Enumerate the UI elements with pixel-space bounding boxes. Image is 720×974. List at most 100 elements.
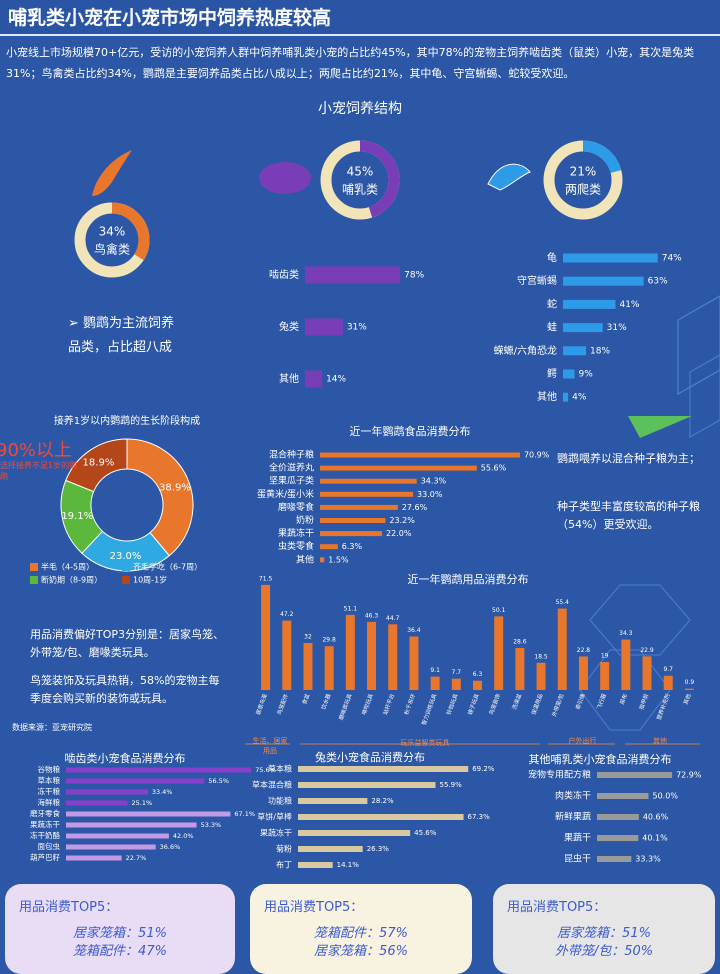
- value-label: 74%: [662, 254, 682, 264]
- bar: [324, 646, 334, 690]
- value-label: 14%: [326, 375, 346, 385]
- card-title: 用品消费TOP5：: [507, 900, 607, 915]
- category-label: 其他: [296, 553, 314, 565]
- bar: [298, 862, 333, 868]
- value-label: 33.3%: [635, 855, 661, 864]
- parrot-note: ➢ 鹦鹉为主流饲养品类，占比超八成: [68, 316, 175, 355]
- category-label: 混合种子粮: [269, 449, 314, 461]
- value-label: 22.7%: [126, 854, 147, 862]
- section-title: 小宠饲养结构: [318, 101, 402, 117]
- value-label: 78%: [404, 271, 424, 281]
- bar: [578, 656, 588, 690]
- bar: [388, 624, 398, 690]
- value-label: 42.0%: [173, 832, 194, 840]
- supplies-note: 鸟笼装饰及玩具热销，58%的宠物主每季度会购买新的装饰或玩具。: [30, 674, 220, 705]
- chart-title: 啮齿类小宠食品消费分布: [65, 751, 186, 765]
- bar: [563, 392, 569, 402]
- category-label: 海鲜粮: [38, 797, 61, 807]
- bar: [563, 253, 658, 263]
- value-label: 19: [601, 653, 609, 660]
- pie-segment: [126, 438, 194, 557]
- category-label: 果蔬冻干: [260, 828, 292, 838]
- category-label: 布丁: [276, 860, 292, 870]
- bar: [473, 680, 482, 690]
- decoration: [628, 416, 692, 438]
- highlight-headline: 90%以上: [0, 440, 73, 461]
- bar: [367, 621, 377, 690]
- value-label: 28.6: [513, 638, 527, 645]
- category-label: 果蔬冻干: [30, 819, 60, 829]
- value-label: 67.1%: [234, 810, 255, 818]
- bar: [66, 767, 252, 773]
- chinchilla-icon: [259, 162, 311, 194]
- bar: [298, 846, 363, 852]
- category-label: 磨牙零食: [30, 808, 60, 818]
- category-label: 其他: [681, 692, 692, 706]
- bar: [305, 370, 323, 388]
- category-label: 谷物粮: [38, 764, 61, 774]
- bar: [305, 266, 401, 284]
- category-label: 果蔬冻干: [278, 527, 314, 539]
- bar: [303, 642, 313, 690]
- bar: [298, 782, 436, 788]
- bar: [563, 299, 616, 309]
- legend-label: 10周-1岁: [133, 575, 167, 585]
- bar: [320, 465, 477, 471]
- value-label: 23.0%: [110, 551, 142, 562]
- category-label: 守宫蜥蜴: [517, 274, 557, 287]
- supplies-note: 用品消费偏好TOP3分别是：居家鸟笼、外带笼/包、磨喙类玩具。: [30, 628, 225, 659]
- category-label: 鸟笼配件: [275, 692, 290, 716]
- bar: [515, 647, 525, 690]
- category-label: 宠物专用配方粮: [528, 769, 591, 781]
- value-label: 6.3: [473, 671, 483, 678]
- legend-swatch: [122, 576, 130, 584]
- value-label: 34.3%: [421, 477, 447, 486]
- category-label: 站杆平台: [381, 692, 396, 716]
- category-label: 牵引绳: [574, 692, 587, 711]
- bar: [298, 830, 411, 836]
- bar: [261, 584, 271, 690]
- category-label: 蛋黄米/蛋小米: [257, 488, 314, 500]
- value-label: 34.3: [619, 630, 633, 637]
- value-label: 55.4: [556, 599, 570, 606]
- bar: [345, 614, 355, 690]
- bar: [563, 369, 575, 379]
- card-item: 外带笼/包：50%: [554, 944, 654, 959]
- category-label: 铃铛玩具: [445, 692, 460, 716]
- value-label: 4%: [572, 393, 587, 403]
- bar: [320, 544, 338, 550]
- category-label: 菊粉: [276, 844, 292, 854]
- value-label: 9%: [579, 370, 594, 380]
- donut-label: 哺乳类: [342, 183, 378, 197]
- bar: [494, 616, 504, 690]
- bar: [451, 678, 461, 690]
- category-label: 草饼/草棒: [257, 812, 292, 822]
- value-label: 40.1%: [642, 834, 668, 843]
- donut-value: 34%: [99, 225, 126, 239]
- bar: [600, 662, 610, 690]
- category-label: 保温用品: [529, 692, 544, 716]
- value-label: 72.9%: [676, 771, 702, 780]
- group-label: 玩乐益智类玩具: [400, 739, 450, 747]
- bar: [663, 675, 673, 690]
- value-label: 69.2%: [472, 765, 495, 773]
- card-item: 居家笼箱：51%: [73, 926, 167, 941]
- source: 数据来源：亚宠研究院: [12, 723, 92, 732]
- category-label: 秋千吊环: [402, 692, 417, 716]
- bar: [320, 452, 520, 458]
- category-label: 全价滋养丸: [269, 462, 314, 474]
- value-label: 55.9%: [440, 781, 463, 789]
- value-label: 71.5: [259, 575, 273, 582]
- donut-value: 21%: [570, 165, 597, 179]
- parrot-note-text: 鹦鹉为主流饲养品类，占比超八成: [68, 316, 175, 355]
- value-label: 47.2: [280, 611, 294, 618]
- donut-arc: [582, 140, 622, 174]
- food-note: 种子类型丰富度较高的种子粮（54%）更受欢迎。: [557, 500, 700, 531]
- value-label: 29.8: [322, 637, 336, 644]
- bar: [597, 835, 639, 841]
- value-label: 18%: [590, 346, 610, 356]
- category-label: 尿布: [618, 692, 629, 706]
- value-label: 25.1%: [131, 799, 152, 807]
- value-label: 23.2%: [389, 516, 415, 525]
